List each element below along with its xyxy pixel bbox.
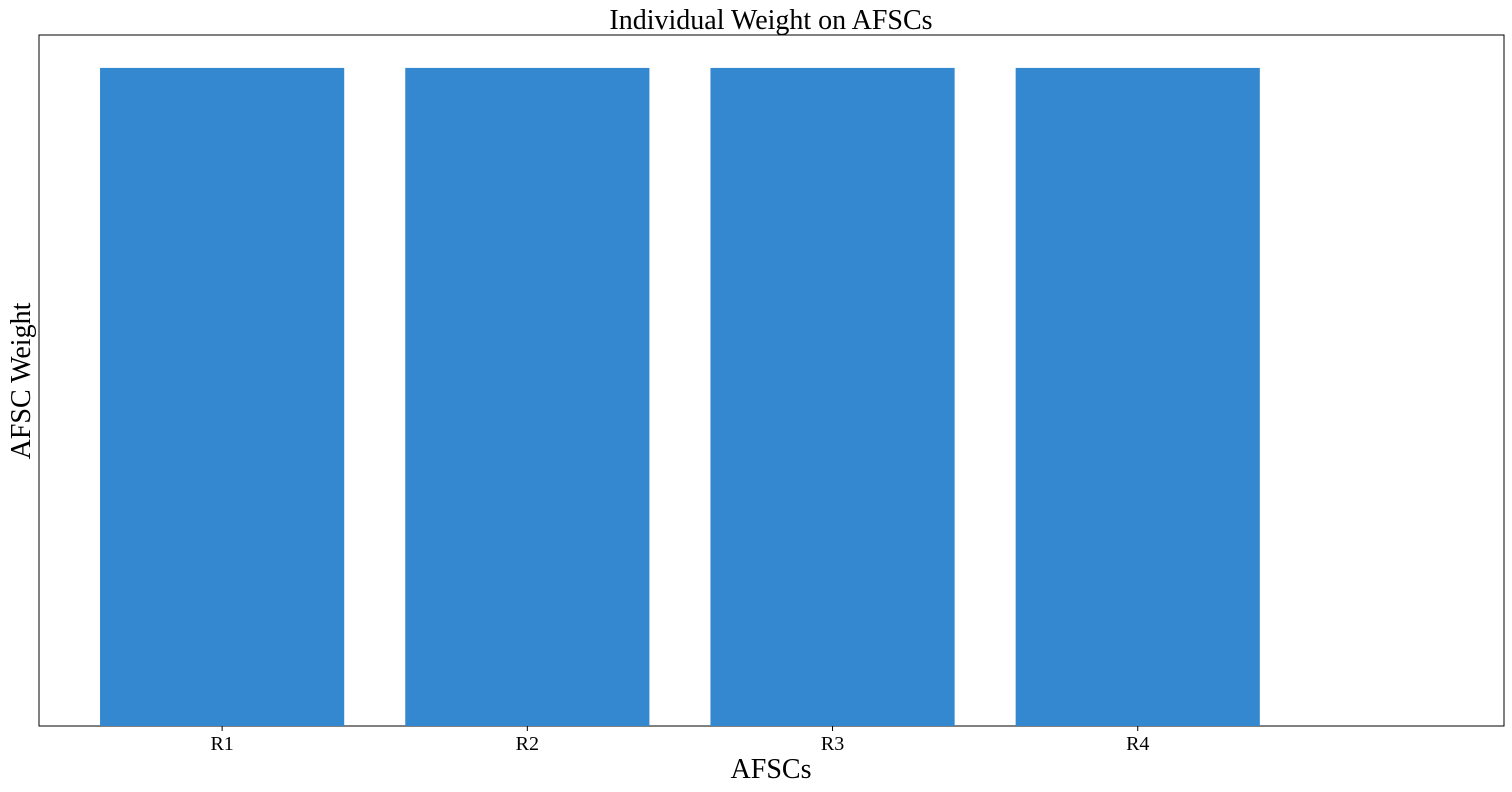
x-tick-label: R2 xyxy=(516,733,539,755)
bars-group xyxy=(100,67,1260,726)
bar-r3 xyxy=(710,67,955,726)
bar-r2 xyxy=(405,67,650,726)
bar-r4 xyxy=(1015,67,1260,726)
x-axis-label: AFSCs xyxy=(731,754,812,785)
x-tick-label: R4 xyxy=(1126,733,1149,755)
chart-title: Individual Weight on AFSCs xyxy=(609,5,932,36)
x-tick-labels: R1 R2 R3 R4 xyxy=(210,726,1149,755)
bar-r1 xyxy=(100,67,345,726)
x-tick-label: R1 xyxy=(210,733,233,755)
y-axis-label: AFSC Weight xyxy=(6,302,37,459)
x-tick-label: R3 xyxy=(821,733,844,755)
